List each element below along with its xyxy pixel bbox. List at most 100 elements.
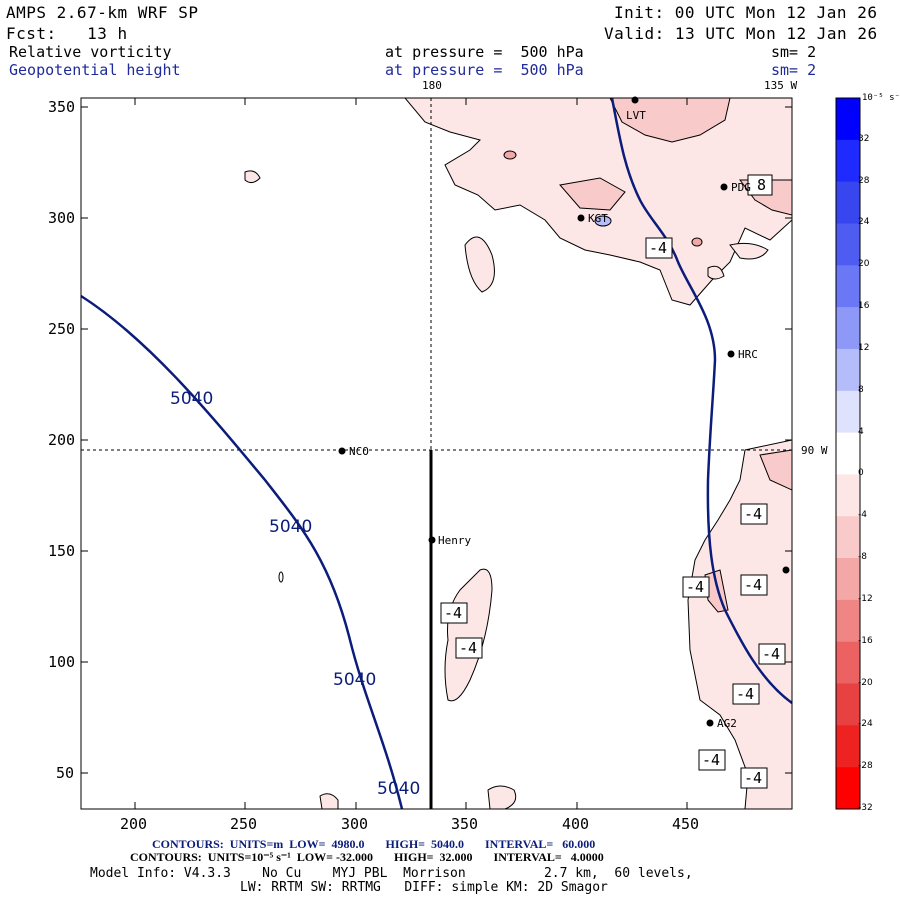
vorticity-label: -4 bbox=[736, 685, 755, 703]
y-tick-label: 150 bbox=[48, 542, 76, 560]
colorbar-swatch bbox=[836, 516, 860, 559]
colorbar-label: -8 bbox=[858, 552, 867, 563]
colorbar-swatch bbox=[836, 767, 860, 810]
x-axis bbox=[134, 98, 688, 809]
colorbar-swatch bbox=[836, 725, 860, 768]
colorbar-swatch bbox=[836, 390, 860, 434]
field2-level: at pressure = 500 hPa bbox=[385, 61, 584, 79]
colorbar-swatch bbox=[836, 181, 860, 224]
y-tick-label: 250 bbox=[48, 320, 76, 338]
field2-name: Geopotential height bbox=[9, 61, 181, 79]
station-label-NCO: NCO bbox=[349, 445, 369, 458]
x-tick-label: 400 bbox=[562, 815, 590, 833]
y-tick-label: 350 bbox=[48, 98, 76, 116]
station-dot-NCO bbox=[338, 447, 346, 455]
footer-model-info: Model Info: V4.3.3 No Cu MYJ PBL Morriso… bbox=[90, 866, 693, 881]
colorbar-swatch bbox=[836, 348, 860, 392]
station-label-PDG: PDG bbox=[731, 181, 751, 194]
x-tick-label: 350 bbox=[451, 815, 479, 833]
init-time: Init: 00 UTC Mon 12 Jan 26 bbox=[614, 3, 878, 22]
height-contour-label: 5040 bbox=[377, 779, 421, 799]
station-dot-LVT bbox=[631, 96, 639, 104]
height-contour-label: 5040 bbox=[170, 389, 214, 409]
height-contour-5040-east bbox=[610, 97, 793, 705]
colorbar-swatch bbox=[836, 599, 860, 643]
height-contour-label: 5040 bbox=[269, 517, 313, 537]
colorbar-swatch bbox=[836, 139, 860, 183]
station-dot-HRC bbox=[727, 350, 735, 358]
vorticity-region-center bbox=[444, 568, 493, 702]
model-title: AMPS 2.67-km WRF SP bbox=[6, 3, 199, 22]
colorbar-label: 32 bbox=[858, 133, 870, 144]
plot-frame bbox=[80, 97, 793, 810]
station-dot-Henry bbox=[428, 536, 436, 544]
station-label-HRC: HRC bbox=[738, 348, 758, 361]
station-label-AG2: AG2 bbox=[717, 717, 737, 730]
colorbar-label: 24 bbox=[858, 217, 870, 228]
x-tick-label: 450 bbox=[672, 815, 700, 833]
vorticity-region-right bbox=[687, 439, 792, 809]
colorbar-label: 0 bbox=[858, 468, 864, 479]
vorticity-label: -4 bbox=[762, 645, 781, 663]
colorbar-swatch bbox=[836, 223, 860, 266]
vorticity-label: -4 bbox=[649, 239, 668, 257]
colorbar-label: -12 bbox=[858, 593, 873, 604]
x-tick-label: 300 bbox=[341, 815, 369, 833]
colorbar-label: 20 bbox=[858, 259, 870, 270]
colorbar-swatch bbox=[836, 641, 860, 685]
y-tick-label: 100 bbox=[48, 653, 76, 671]
vorticity-label: -4 bbox=[744, 769, 763, 787]
field1-smoothing: sm= 2 bbox=[771, 43, 817, 61]
colorbar-swatch bbox=[836, 683, 860, 726]
vorticity-label: -4 bbox=[686, 578, 705, 596]
footer-contours-vorticity: CONTOURS: UNITS=10⁻⁵ s⁻¹ LOW= -32.000 HI… bbox=[130, 850, 604, 864]
station-label-Henry: Henry bbox=[438, 534, 472, 547]
colorbar-label: -32 bbox=[858, 803, 873, 813]
colorbar-label: -4 bbox=[858, 510, 867, 521]
footer-model-info-2: LW: RRTM SW: RRTMG DIFF: simple KM: 2D S… bbox=[240, 880, 608, 895]
colorbar-label: -20 bbox=[858, 677, 873, 688]
station-label-KGT: KGT bbox=[588, 212, 608, 225]
colorbar-label: -24 bbox=[858, 719, 873, 730]
lon-label-180: 180 bbox=[422, 79, 442, 92]
field1-level: at pressure = 500 hPa bbox=[385, 43, 584, 61]
colorbar-swatch bbox=[836, 98, 860, 141]
colorbar bbox=[836, 98, 860, 810]
footer-contours-height: CONTOURS: UNITS=m LOW= 4980.0 HIGH= 5040… bbox=[152, 837, 596, 851]
y-tick-label: 50 bbox=[56, 764, 75, 782]
vorticity-label-boxes bbox=[440, 174, 786, 789]
lon-label-135w: 135 W bbox=[764, 79, 798, 92]
vorticity-label: -4 bbox=[702, 751, 721, 769]
x-tick-label: 250 bbox=[230, 815, 258, 833]
field1-name: Relative vorticity bbox=[9, 43, 172, 61]
colorbar-swatch bbox=[836, 474, 860, 517]
y-tick-label: 300 bbox=[48, 209, 76, 227]
vorticity-label: -4 bbox=[744, 505, 763, 523]
colorbar-label: 8 bbox=[858, 384, 864, 395]
colorbar-units: 10⁻⁵ s⁻¹ bbox=[862, 93, 900, 103]
field2-smoothing: sm= 2 bbox=[771, 61, 817, 79]
height-contour-5040-west bbox=[80, 294, 404, 810]
forecast-hour: Fcst: 13 h bbox=[6, 24, 128, 43]
colorbar-swatch bbox=[836, 265, 860, 308]
colorbar-label: -28 bbox=[858, 761, 873, 772]
x-tick-label: 200 bbox=[120, 815, 148, 833]
colorbar-swatch bbox=[836, 558, 860, 601]
lon-label-90w: 90 W bbox=[801, 444, 828, 457]
vorticity-field bbox=[244, 98, 792, 809]
colorbar-swatch bbox=[836, 432, 860, 475]
valid-time: Valid: 13 UTC Mon 12 Jan 26 bbox=[604, 24, 878, 43]
colorbar-swatch bbox=[836, 307, 860, 350]
vorticity-label: -4 bbox=[744, 576, 763, 594]
station-dot-AG2 bbox=[706, 719, 714, 727]
vorticity-label: 8 bbox=[757, 176, 767, 194]
colorbar-frame bbox=[835, 97, 861, 810]
vorticity-label: -4 bbox=[459, 639, 478, 657]
colorbar-label: 4 bbox=[858, 426, 864, 437]
station-dot-edge bbox=[782, 566, 790, 574]
height-contour-label: 5040 bbox=[333, 670, 377, 690]
y-tick-label: 200 bbox=[48, 431, 76, 449]
y-axis bbox=[81, 106, 792, 774]
station-label-LVT: LVT bbox=[626, 109, 646, 122]
